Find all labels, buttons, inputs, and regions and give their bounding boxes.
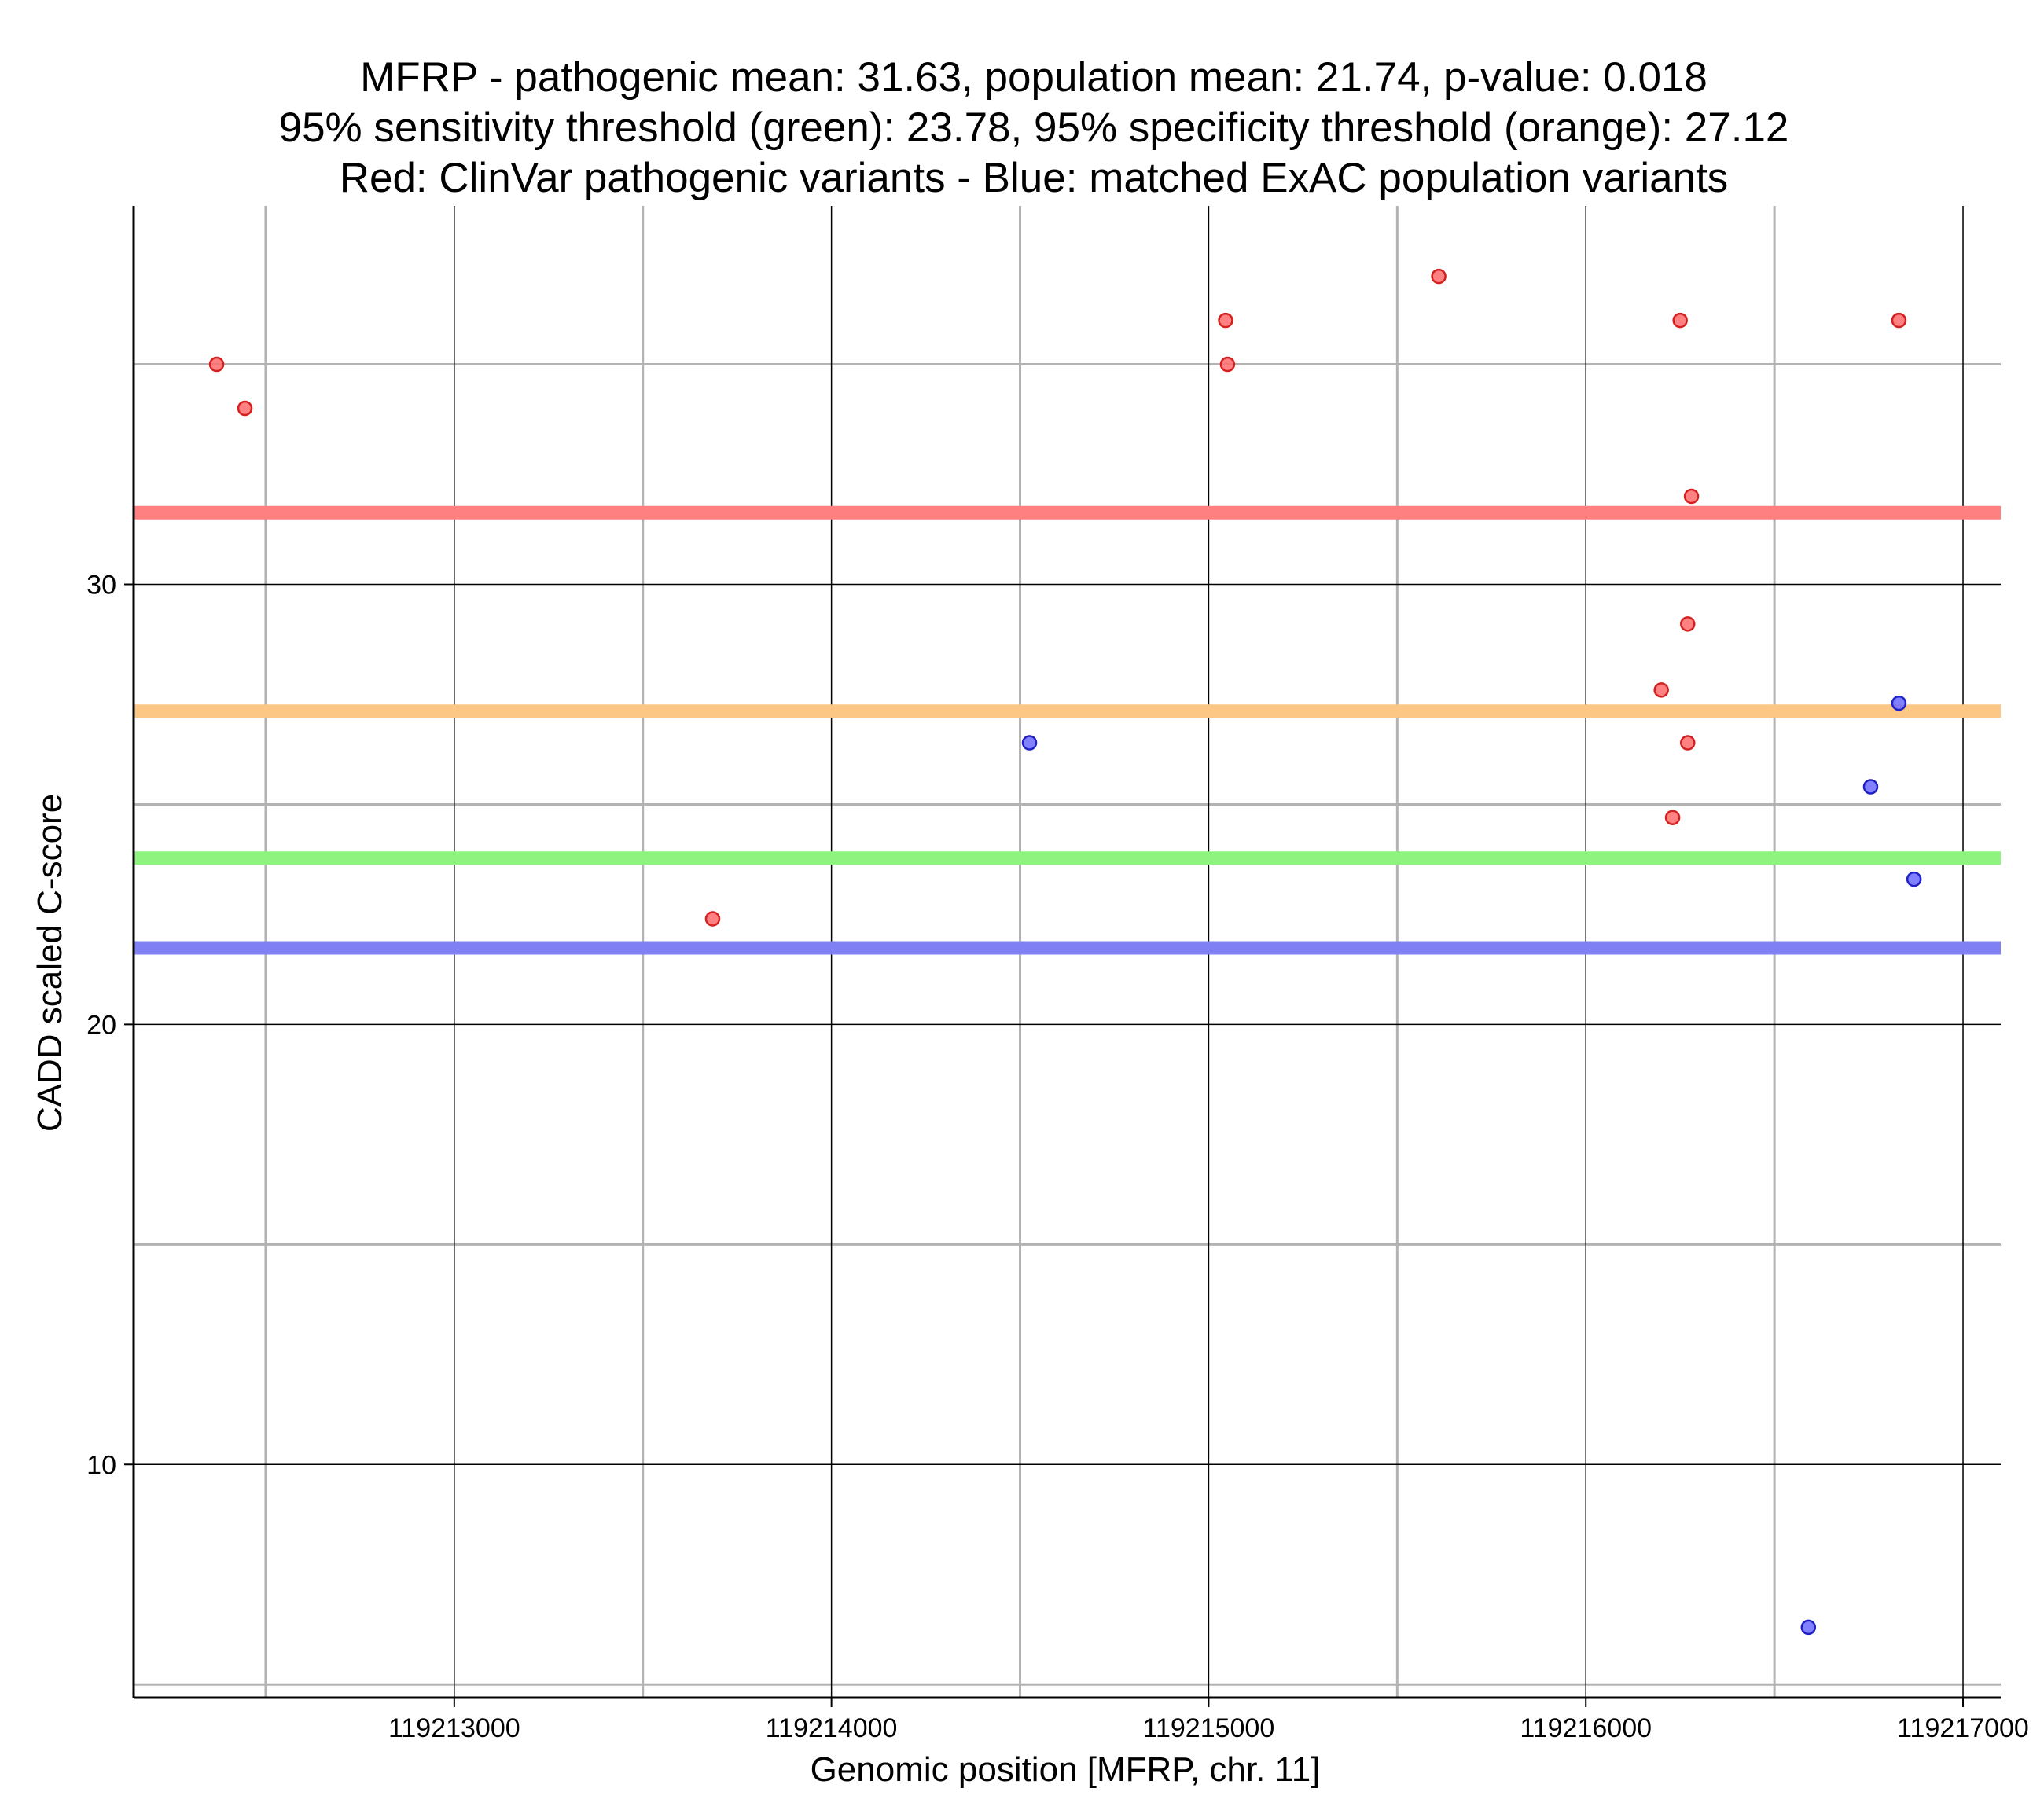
x-tick-label: 119214000: [766, 1713, 898, 1743]
pathogenic-variant-point: [1891, 312, 1907, 329]
population-variant-point: [1800, 1619, 1817, 1636]
pathogenic-variant-point: [704, 911, 721, 927]
y-axis-label: CADD scaled C-score: [31, 794, 69, 1132]
pathogenic-variant-point: [1683, 488, 1700, 505]
x-tick-label: 119216000: [1520, 1713, 1652, 1743]
y-tick-label: 20: [86, 1010, 116, 1040]
pathogenic-variant-point: [1431, 268, 1447, 285]
title-line-2: 95% sensitivity threshold (green): 23.78…: [279, 105, 1789, 151]
population-variant-point: [1021, 735, 1038, 751]
pathogenic-variant-point: [1672, 312, 1688, 329]
pathogenic-variant-point: [1680, 616, 1696, 632]
population-variant-point: [1906, 871, 1922, 887]
pathogenic-variant-point: [1219, 356, 1236, 373]
y-tick-label: 30: [86, 570, 116, 600]
pathogenic-variant-point: [1218, 312, 1233, 329]
data-points: [208, 268, 1922, 1636]
axes: [132, 206, 2001, 1699]
pathogenic-variant-point: [237, 400, 253, 417]
y-axis-ticks: 10 20 30: [86, 570, 134, 1480]
x-tick-label: 119213000: [388, 1713, 520, 1743]
x-axis-ticks: 119213000 119214000 119215000 119216000 1192…: [388, 1698, 2029, 1743]
x-tick-label: 119217000: [1897, 1713, 2029, 1743]
y-tick-label: 10: [86, 1450, 116, 1480]
reference-lines: [134, 505, 2001, 955]
population-variant-point: [1862, 779, 1879, 795]
pathogenic-variant-point: [208, 356, 225, 373]
pathogenic-variant-point: [1664, 810, 1681, 825]
x-tick-label: 119215000: [1143, 1713, 1275, 1743]
title-line-1: MFRP - pathogenic mean: 31.63, populatio…: [360, 54, 1708, 101]
x-axis-label: Genomic position [MFRP, chr. 11]: [811, 1750, 1321, 1789]
title-line-3: Red: ClinVar pathogenic variants - Blue:…: [340, 155, 1729, 201]
population-variant-point: [1891, 695, 1907, 711]
pathogenic-variant-point: [1680, 735, 1696, 751]
pathogenic-variant-point: [1653, 682, 1669, 698]
chart-title: MFRP - pathogenic mean: 31.63, populatio…: [279, 54, 1789, 201]
